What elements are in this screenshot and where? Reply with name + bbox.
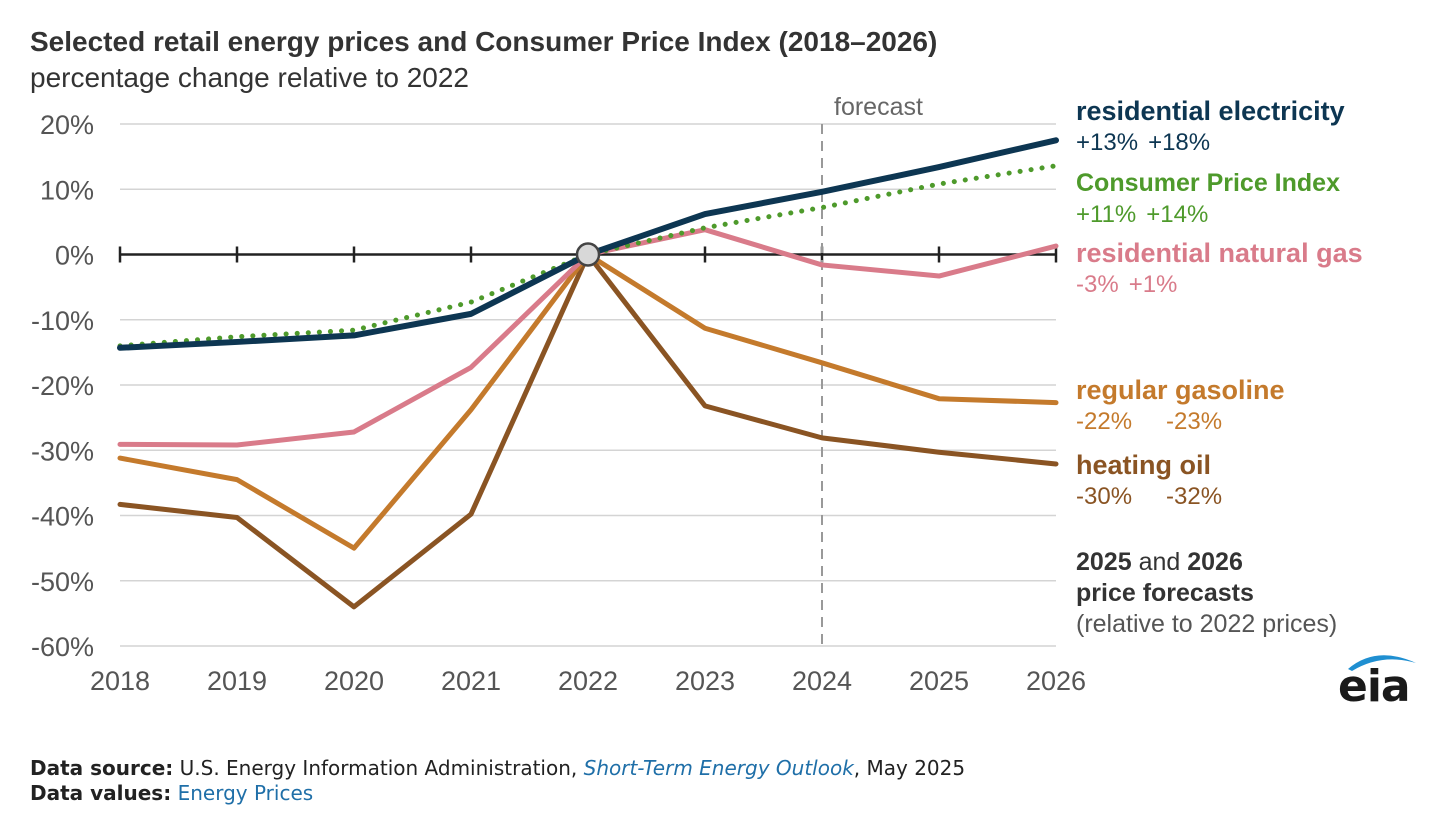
label-name: regular gasoline — [1076, 375, 1285, 405]
y-tick-label: -30% — [31, 436, 94, 466]
forecast-label: forecast — [834, 93, 923, 121]
label-heating-oil: heating oil -30% -32% — [1076, 450, 1222, 512]
x-tick-label: 2022 — [558, 666, 618, 696]
label-values: +11% +14% — [1076, 199, 1340, 230]
label-value-2026: +18% — [1148, 129, 1211, 156]
y-tick-label: 20% — [40, 110, 94, 140]
eia-logo: eia — [1338, 655, 1418, 712]
label-value-2026: -32% — [1166, 483, 1223, 510]
series-lines — [117, 137, 1059, 610]
base-year-marker — [575, 242, 601, 267]
label-values: -30% -32% — [1076, 481, 1222, 512]
x-tick-label: 2018 — [90, 666, 150, 696]
y-axis-ticks: 20% 10% 0% -10% -20% -30% -40% -50% -60% — [31, 110, 94, 662]
label-values: +13% +18% — [1076, 127, 1345, 158]
y-tick-label: 10% — [40, 175, 94, 205]
label-value-2026: +1% — [1128, 271, 1178, 298]
series-line-heating-oil — [117, 252, 1059, 610]
label-value-2025: +13% — [1076, 129, 1139, 156]
label-regular-gasoline: regular gasoline -22% -23% — [1076, 375, 1285, 437]
x-tick-label: 2023 — [675, 666, 735, 696]
x-tick-label: 2026 — [1026, 666, 1086, 696]
x-tick-label: 2020 — [324, 666, 384, 696]
x-axis-ticks: 2018 2019 2020 2021 2022 2023 2024 2025 2026 — [90, 666, 1086, 696]
label-value-2025: -22% — [1076, 408, 1133, 435]
x-tick-label: 2021 — [441, 666, 501, 696]
values-link[interactable]: Energy Prices — [177, 781, 314, 805]
footer-values: Data values: Energy Prices — [30, 781, 314, 805]
y-tick-label: -20% — [31, 371, 94, 401]
label-value-2025: -30% — [1076, 483, 1133, 510]
y-tick-label: -40% — [31, 502, 94, 532]
x-tick-label: 2024 — [792, 666, 852, 696]
label-name: heating oil — [1076, 450, 1211, 480]
forecast-note: 2025 and 2026 price forecasts (relative … — [1076, 547, 1337, 640]
forecast-note-line1: 2025 and 2026 — [1076, 548, 1243, 576]
y-tick-label: -10% — [31, 306, 94, 336]
label-residential-natural-gas: residential natural gas -3% +1% — [1076, 238, 1363, 300]
x-tick-label: 2019 — [207, 666, 267, 696]
forecast-divider: forecast — [821, 93, 923, 646]
forecast-note-line2: price forecasts — [1076, 579, 1254, 607]
source-link[interactable]: Short-Term Energy Outlook — [583, 756, 854, 780]
logo-text: eia — [1338, 661, 1411, 712]
x-tick-label: 2025 — [909, 666, 969, 696]
label-values: -3% +1% — [1076, 269, 1363, 300]
chart-subtitle: percentage change relative to 2022 — [30, 62, 469, 93]
label-consumer-price-index: Consumer Price Index +11% +14% — [1076, 168, 1340, 230]
footer: Data source: U.S. Energy Information Adm… — [30, 756, 965, 806]
label-value-2026: +14% — [1146, 201, 1209, 228]
label-value-2026: -23% — [1166, 408, 1223, 435]
label-values: -22% -23% — [1076, 406, 1285, 437]
label-name: Consumer Price Index — [1076, 169, 1340, 197]
label-name: residential electricity — [1076, 96, 1345, 126]
y-tick-label: -50% — [31, 567, 94, 597]
series-line-consumer-price-index — [117, 163, 1059, 349]
label-value-2025: +11% — [1076, 201, 1137, 228]
series-line-regular-gasoline — [117, 252, 1059, 551]
base-year-point — [575, 242, 601, 267]
label-name: residential natural gas — [1076, 238, 1363, 268]
label-residential-electricity: residential electricity +13% +18% — [1076, 96, 1345, 158]
label-value-2025: -3% — [1076, 271, 1119, 298]
logo-swoosh-icon — [1348, 655, 1416, 671]
chart-title: Selected retail energy prices and Consum… — [30, 26, 938, 57]
forecast-note-line3: (relative to 2022 prices) — [1076, 610, 1338, 638]
footer-source: Data source: U.S. Energy Information Adm… — [30, 756, 966, 780]
y-tick-label: 0% — [55, 241, 94, 271]
y-tick-label: -60% — [31, 632, 94, 662]
gridlines — [118, 123, 1058, 647]
